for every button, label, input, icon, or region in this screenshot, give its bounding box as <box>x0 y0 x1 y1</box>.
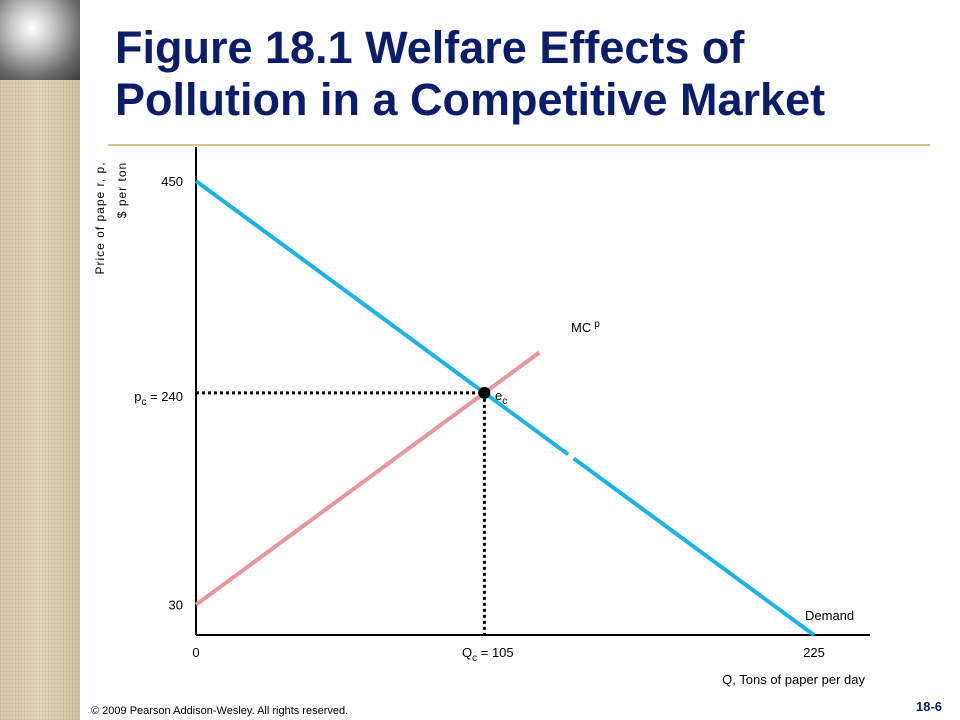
price-equilibrium-label: pc = 240 <box>134 389 183 408</box>
x-axis-label: Q, Tons of paper per day <box>722 672 865 687</box>
demand-curve-gap <box>566 451 576 461</box>
cube-image <box>0 0 80 80</box>
y-axis-label-line1: Price of pape r, p, <box>93 161 107 274</box>
x-tick-label: 0 <box>192 645 199 660</box>
slide-title: Figure 18.1 Welfare Effects of Pollution… <box>115 22 935 126</box>
equilibrium-point <box>478 386 491 399</box>
y-tick-label: 450 <box>161 174 183 189</box>
demand-series-label: Demand <box>805 608 854 623</box>
x-tick-label: 225 <box>803 645 825 660</box>
mcp-series-label: MC p <box>571 319 600 335</box>
title-text: Welfare Effects of Pollution in a Compet… <box>115 22 826 125</box>
decorative-side-strip <box>0 0 80 720</box>
title-divider <box>108 144 930 146</box>
equilibrium-point-label: ec <box>495 388 507 407</box>
demand-curve <box>194 179 816 637</box>
y-tick-label: 30 <box>169 598 183 613</box>
chart-axes <box>195 147 870 636</box>
title-figure-number: Figure 18.1 <box>115 22 353 73</box>
y-axis-label-line2: $ per ton <box>115 162 129 218</box>
quantity-equilibrium-label: Qc = 105 <box>462 645 514 664</box>
slide-number: 18-6 <box>916 699 943 714</box>
copyright-footer: © 2009 Pearson Addison-Wesley. All right… <box>91 705 349 717</box>
